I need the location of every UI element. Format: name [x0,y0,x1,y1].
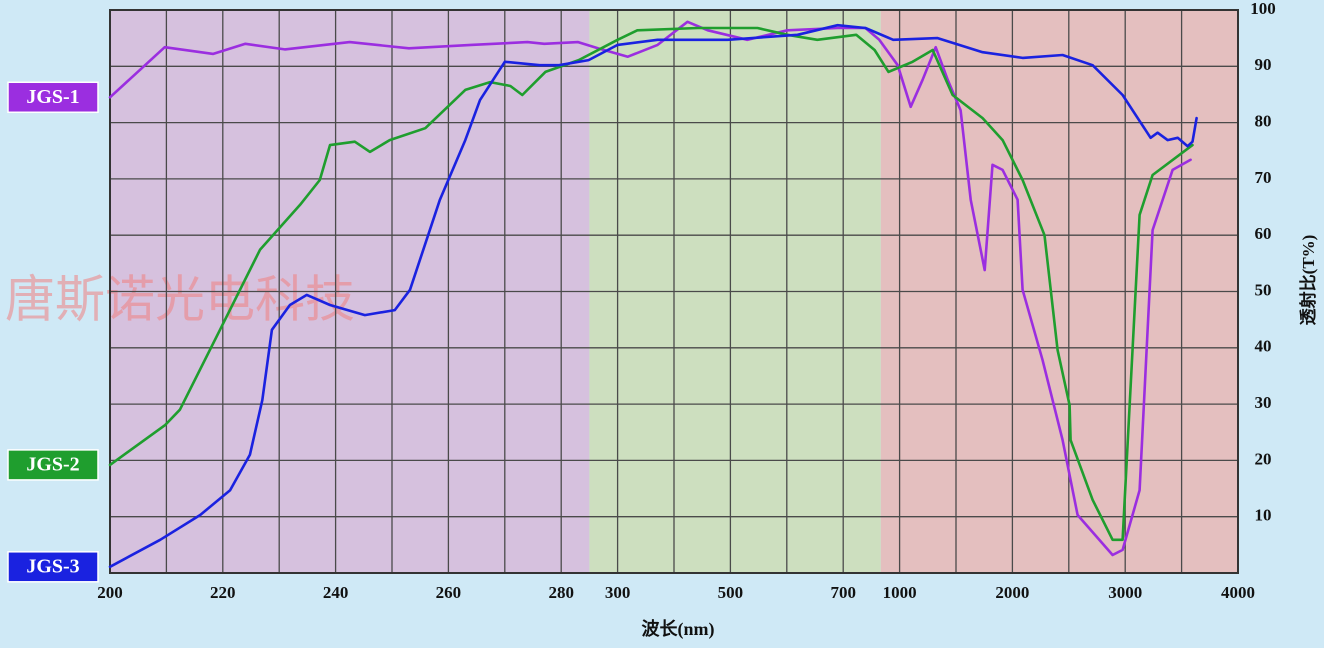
x-tick-label: 500 [718,583,744,602]
x-axis-label: 波长(nm) [642,618,715,640]
x-tick-label: 200 [97,583,123,602]
x-tick-label: 220 [210,583,236,602]
x-tick-label: 280 [548,583,574,602]
y-tick-label: 60 [1255,224,1272,243]
y-axis-label: 透射比(T%) [1298,235,1318,326]
watermark: 唐斯诺光电科技 [5,271,355,327]
y-tick-label: 50 [1255,280,1272,299]
legend-badge [7,449,99,481]
y-tick-label: 10 [1255,506,1272,525]
y-tick-label: 70 [1255,168,1272,187]
legend-label: JGS-2 [26,453,79,475]
y-tick-label: 20 [1255,449,1272,468]
plot-border [109,9,1239,574]
y-tick-label: 40 [1255,337,1272,356]
series-line [108,20,1192,557]
x-tick-label: 4000 [1221,583,1255,602]
series-line [108,26,1194,542]
x-tick-label: 300 [605,583,631,602]
legend-badge [7,551,99,583]
x-tick-label: 700 [830,583,856,602]
x-tick-label: 2000 [995,583,1029,602]
legend-label: JGS-1 [26,86,79,108]
x-tick-label: 260 [436,583,462,602]
y-tick-label: 30 [1255,393,1272,412]
y-tick-label: 90 [1255,55,1272,74]
legend-label: JGS-3 [26,555,79,577]
x-tick-label: 240 [323,583,349,602]
series-line [108,23,1198,569]
legend-badge [7,81,99,114]
y-tick-label: 80 [1255,112,1272,131]
y-tick-label: 100 [1250,0,1276,18]
x-tick-label: 1000 [883,583,917,602]
x-tick-label: 3000 [1108,583,1142,602]
